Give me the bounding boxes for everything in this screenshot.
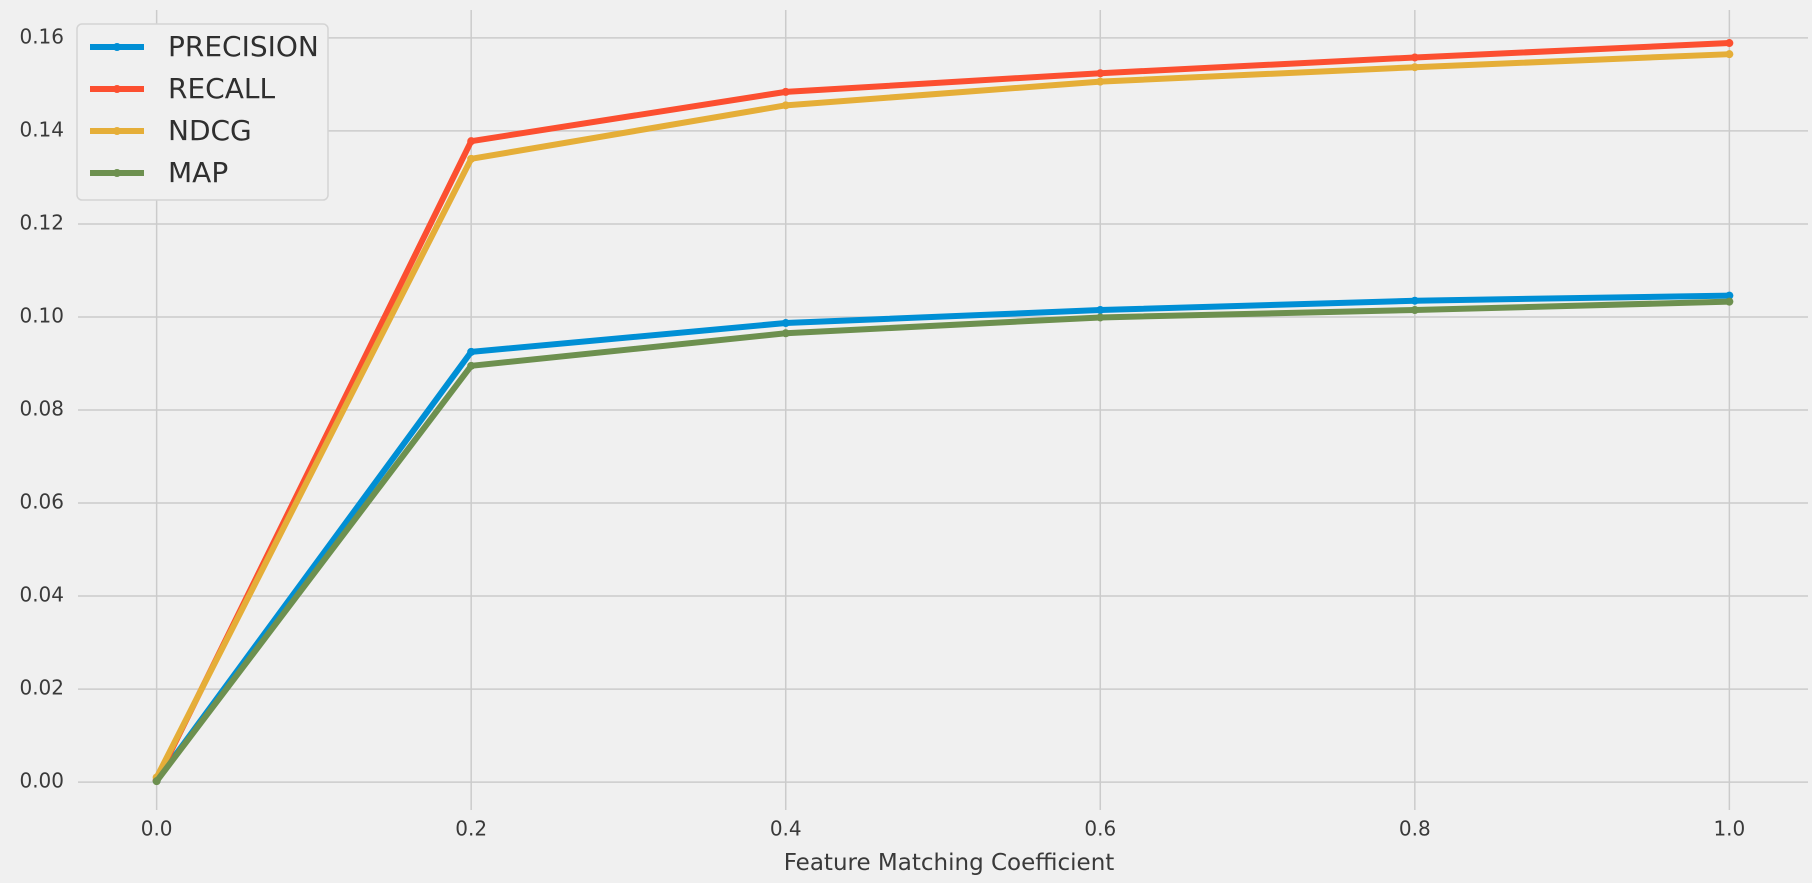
legend-label-precision: PRECISION [168, 30, 319, 63]
series-line-precision [154, 292, 1730, 783]
data-point-recall-2 [781, 87, 790, 96]
x-tick-label-3: 0.6 [1084, 817, 1116, 841]
legend-item-ndcg: NDCG [90, 114, 252, 147]
y-tick-label-5: 0.10 [19, 303, 64, 327]
legend-marker-map [113, 169, 121, 177]
data-point-ndcg-2 [781, 101, 790, 110]
data-point-recall-5 [1725, 39, 1734, 48]
y-tick-label-2: 0.04 [19, 583, 64, 607]
data-point-map-3 [1096, 313, 1105, 322]
series-map [152, 297, 1734, 786]
x-tick-label-4: 0.8 [1399, 817, 1431, 841]
data-point-map-4 [1410, 306, 1419, 314]
x-tick-label-2: 0.4 [770, 817, 802, 841]
legend-label-map: MAP [168, 156, 228, 189]
y-tick-label-7: 0.14 [19, 117, 64, 141]
data-point-recall-4 [1410, 53, 1419, 62]
y-tick-label-6: 0.12 [19, 210, 64, 234]
data-point-map-5 [1725, 297, 1734, 306]
legend-box [76, 23, 329, 201]
tick-labels: 0.0 0.2 0.4 0.6 0.8 1.0 0.00 0.02 0.04 0.06 0.08 0.… [19, 24, 1745, 840]
legend-marker-ndcg [113, 127, 121, 135]
legend-label-ndcg: NDCG [168, 114, 252, 147]
series-lines [152, 39, 1734, 786]
x-tick-label-1: 0.2 [455, 817, 487, 841]
legend-marker-recall [113, 85, 121, 93]
data-point-precision-2 [781, 319, 790, 328]
series-line-map [154, 298, 1730, 783]
legend-label-recall: RECALL [168, 72, 275, 105]
data-point-precision-3 [1096, 306, 1105, 314]
y-tick-label-3: 0.06 [19, 490, 64, 514]
legend-item-recall: RECALL [90, 72, 275, 105]
data-point-precision-1 [467, 347, 476, 356]
legend-item-precision: PRECISION [90, 30, 319, 63]
data-point-ndcg-3 [1096, 77, 1105, 86]
x-axis-label: Feature Matching Coefficient [784, 850, 1115, 876]
legend: PRECISION RECALL NDCG MAP [76, 23, 329, 201]
series-line-ndcg [153, 51, 1730, 779]
data-point-ndcg-1 [467, 154, 476, 163]
y-tick-label-8: 0.16 [19, 24, 64, 48]
y-tick-label-1: 0.02 [19, 676, 64, 700]
data-point-ndcg-5 [1725, 50, 1734, 59]
data-point-ndcg-4 [1410, 63, 1419, 72]
legend-marker-precision [113, 43, 121, 51]
grid [78, 10, 1808, 810]
x-tick-label-0: 0.0 [141, 817, 173, 841]
x-tick-label-5: 1.0 [1713, 817, 1745, 841]
data-point-recall-1 [467, 137, 476, 146]
data-point-map-2 [781, 329, 790, 338]
y-tick-label-4: 0.08 [19, 397, 64, 421]
data-point-precision-5 [1725, 291, 1734, 300]
data-point-map-0 [152, 777, 161, 786]
legend-item-map: MAP [90, 156, 228, 189]
data-point-recall-3 [1096, 69, 1105, 78]
y-tick-label-0: 0.00 [19, 769, 64, 793]
series-line-recall [153, 40, 1730, 782]
data-point-precision-4 [1410, 296, 1419, 305]
data-point-map-1 [467, 361, 476, 370]
